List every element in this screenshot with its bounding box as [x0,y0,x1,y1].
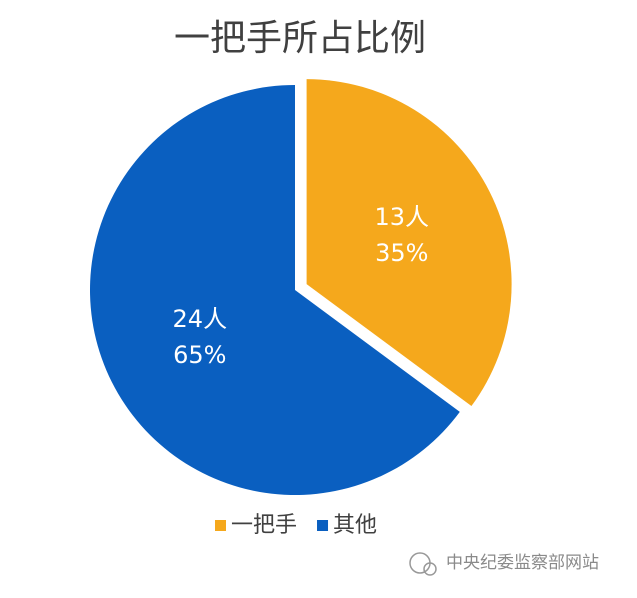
chart-title: 一把手所占比例 [174,18,426,59]
legend-label: 其他 [333,513,377,538]
percent-label: 65% [173,341,226,369]
legend-label: 一把手 [231,513,297,538]
pie-slice [306,79,512,407]
pie-slice [89,85,460,496]
legend-swatch [317,520,329,531]
value-label: 24人 [173,305,228,333]
percent-label: 35% [375,239,428,267]
legend-swatch [215,520,226,531]
value-label: 13人 [375,203,430,231]
watermark: 中央纪委监察部网站 [446,553,599,573]
watermark-icon [409,552,437,576]
